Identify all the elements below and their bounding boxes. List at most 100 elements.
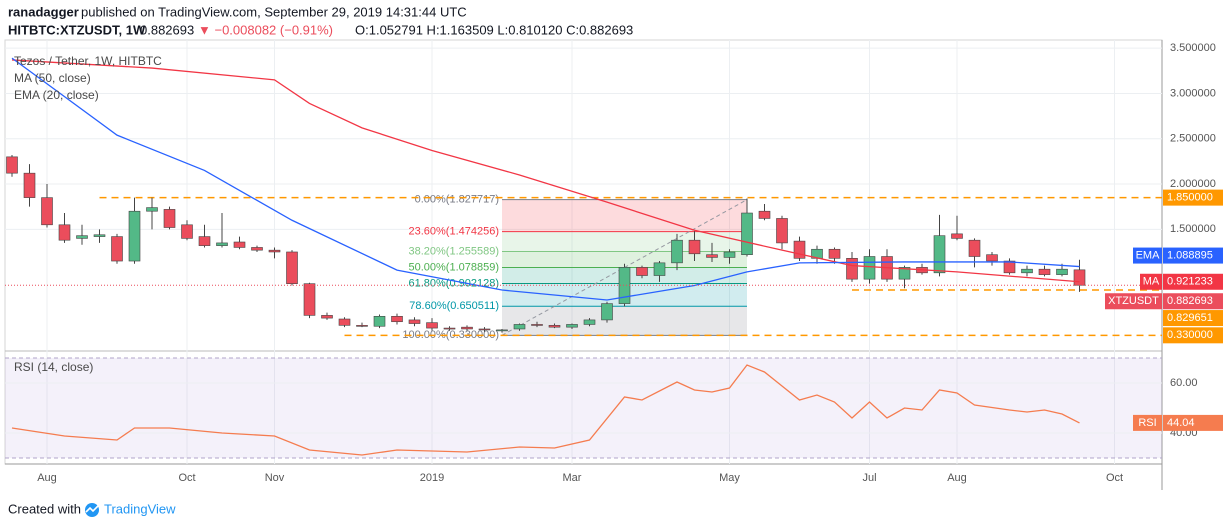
- footer-created: Created with: [8, 501, 81, 516]
- candle-body: [6, 156, 18, 174]
- publisher: ranadagger: [8, 4, 79, 19]
- ohlc: O:1.052791 H:1.163509 L:0.810120 C:0.882…: [355, 22, 633, 37]
- price-tag: [1163, 189, 1223, 206]
- fib-label: 38.20%(1.255589): [408, 245, 499, 257]
- rsi-line: [11, 364, 1080, 456]
- candle-body: [443, 327, 456, 330]
- price-tag-value: 0.921233: [1167, 276, 1213, 288]
- price-tag-value: 0.882693: [1167, 295, 1213, 307]
- price-tag-value: 0.829651: [1167, 312, 1213, 324]
- candle-body: [1021, 268, 1033, 274]
- published: published on TradingView.com, September …: [81, 4, 467, 19]
- fib-label: 50.00%(1.078859): [408, 261, 499, 273]
- candle-body: [111, 236, 123, 262]
- candle-body: [968, 239, 981, 257]
- candle-body: [216, 242, 228, 246]
- candle-body: [58, 224, 71, 241]
- candle-body: [863, 256, 876, 280]
- y-tick-label: 2.000000: [1170, 178, 1216, 190]
- price-tag: [1163, 273, 1223, 290]
- price-tag: [1163, 310, 1223, 327]
- fib-zone: [502, 251, 747, 268]
- price-tag-name-text: XTZUSDT: [1108, 295, 1159, 307]
- candle-body: [93, 234, 106, 237]
- candle-body: [268, 249, 281, 253]
- price-tag: [1163, 327, 1223, 344]
- legend-title: Tezos / Tether, 1W, HITBTC: [14, 54, 162, 68]
- candle-body: [688, 239, 701, 255]
- fib-label: 23.60%(1.474256): [408, 226, 499, 238]
- candle-body: [321, 315, 333, 319]
- candle-body: [408, 319, 421, 324]
- x-tick-label: May: [719, 472, 740, 484]
- price-tag-value: 0.330000: [1167, 329, 1213, 341]
- x-tick-label: 2019: [420, 472, 444, 484]
- candle-body: [338, 318, 351, 326]
- fib-zone: [502, 199, 747, 232]
- candle-body: [1073, 269, 1086, 286]
- candle-body: [303, 283, 316, 316]
- price-tag-name: [1133, 414, 1162, 431]
- candle-body: [1038, 268, 1051, 275]
- fib-zone: [502, 306, 747, 336]
- last-price: 0.882693: [140, 22, 194, 37]
- price-tag: [1163, 414, 1223, 431]
- candle-body: [671, 239, 683, 264]
- candle-body: [933, 235, 946, 274]
- candle-body: [391, 315, 403, 323]
- candle-body: [356, 325, 368, 327]
- candle-body: [373, 315, 386, 327]
- indicator-line: [11, 59, 1080, 283]
- candle-body: [531, 324, 543, 326]
- candle-body: [23, 172, 36, 198]
- candle-body: [741, 212, 753, 255]
- fib-label: 0.00%(1.827717): [415, 194, 499, 206]
- y-tick-label: 3.500000: [1170, 42, 1216, 54]
- candle-body: [548, 325, 561, 328]
- legend-entry: MA (50, close): [14, 71, 91, 85]
- candle-body: [986, 254, 998, 262]
- candle-body: [286, 251, 298, 284]
- x-tick-label: Jul: [862, 472, 876, 484]
- price-tag-name-text: MA: [1143, 276, 1160, 288]
- candle-body: [181, 224, 193, 239]
- price-tag-name: [1105, 293, 1162, 310]
- candle-body: [653, 262, 666, 276]
- price-tag: [1163, 293, 1223, 310]
- x-tick-label: Aug: [37, 472, 57, 484]
- fib-zone: [502, 231, 747, 252]
- candle-body: [898, 267, 911, 280]
- candle-body: [233, 241, 246, 248]
- x-tick-label: Aug: [947, 472, 967, 484]
- fib-label: 100.00%(0.330000): [402, 329, 499, 341]
- fib-label: 61.80%(0.902128): [408, 277, 499, 289]
- candle-body: [776, 218, 788, 244]
- tv-logo: [85, 503, 99, 517]
- candle-body: [198, 236, 211, 246]
- candle-body: [1003, 260, 1016, 274]
- candle-body: [758, 210, 771, 219]
- price-tag-value: 1.850000: [1167, 192, 1213, 204]
- candle-body: [478, 328, 491, 331]
- price-change: ▼ −0.008082 (−0.91%): [198, 22, 333, 37]
- candle-body: [41, 197, 53, 226]
- price-tag-name-text: RSI: [1138, 417, 1156, 429]
- price-tag-name: [1133, 247, 1162, 264]
- candle-body: [1056, 268, 1068, 275]
- candle-body: [566, 324, 578, 328]
- candle-body: [951, 233, 963, 239]
- x-tick-label: Nov: [265, 472, 285, 484]
- rsi-band: [5, 358, 1162, 458]
- price-tag: [1163, 247, 1223, 264]
- legend-entry: EMA (20, close): [14, 88, 99, 102]
- candle-body: [601, 303, 613, 321]
- candle-body: [793, 240, 806, 259]
- candle-body: [128, 210, 141, 262]
- symbol: HITBTC:XTZUSDT, 1W: [8, 22, 146, 37]
- y-tick-label: 1.500000: [1170, 223, 1216, 235]
- y-tick-label: 60.00: [1170, 377, 1198, 389]
- y-tick-label: 2.500000: [1170, 133, 1216, 145]
- candle-body: [461, 326, 473, 330]
